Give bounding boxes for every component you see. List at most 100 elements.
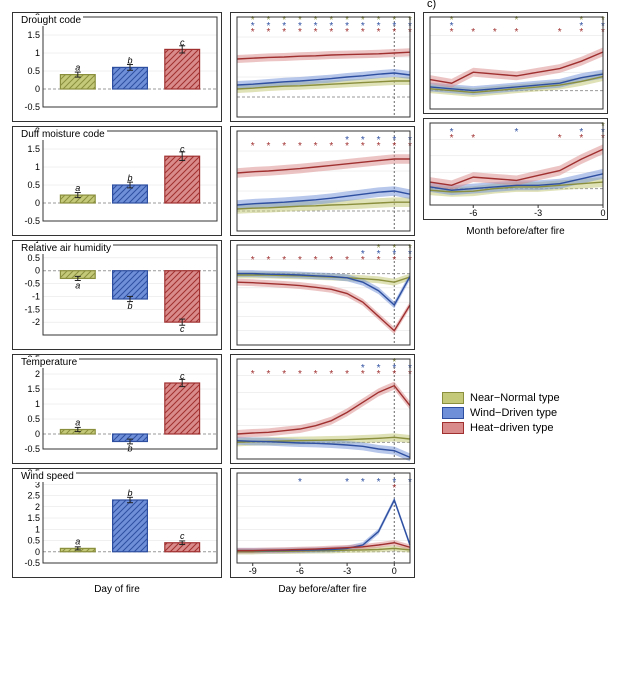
svg-text:-2: -2 [32, 317, 40, 327]
svg-text:*: * [361, 369, 365, 380]
svg-text:a: a [75, 183, 80, 193]
svg-text:*: * [251, 369, 255, 380]
svg-text:0: 0 [35, 84, 40, 94]
svg-text:0: 0 [35, 266, 40, 276]
xaxis-label-a: Day of fire [12, 582, 222, 602]
svg-text:0.5: 0.5 [27, 536, 40, 546]
svg-text:1.5: 1.5 [27, 30, 40, 40]
svg-text:*: * [392, 483, 396, 494]
svg-text:*: * [267, 255, 271, 266]
svg-text:2.5: 2.5 [27, 491, 40, 501]
svg-text:*: * [282, 369, 286, 380]
panel-b-0: ********************************* [230, 12, 415, 122]
svg-text:*: * [515, 127, 519, 138]
svg-text:1.5: 1.5 [27, 144, 40, 154]
col-c-wrap: c) ************** **********-6-30 Month … [423, 12, 608, 236]
svg-text:*: * [282, 141, 286, 152]
svg-text:*: * [282, 255, 286, 266]
panel-b-2: ****************** [230, 240, 415, 350]
figure-grid: Drought code -0.500.511.52abc **********… [12, 12, 631, 602]
svg-text:*: * [558, 27, 562, 38]
svg-text:2: 2 [35, 369, 40, 379]
svg-text:b: b [127, 55, 132, 65]
svg-text:b: b [127, 301, 132, 311]
legend-swatch [442, 422, 464, 434]
svg-text:*: * [392, 141, 396, 152]
svg-text:*: * [579, 133, 583, 144]
svg-text:*: * [267, 141, 271, 152]
svg-text:a: a [75, 536, 80, 546]
svg-text:-0.5: -0.5 [24, 558, 40, 568]
svg-text:b: b [127, 488, 132, 498]
svg-text:*: * [493, 27, 497, 38]
svg-text:0: 0 [600, 208, 605, 218]
legend-swatch [442, 407, 464, 419]
panel-title: Duff moisture code [19, 129, 107, 140]
svg-text:1: 1 [35, 399, 40, 409]
legend: Near−Normal typeWind−Driven typeHeat−dri… [442, 392, 560, 437]
svg-text:*: * [345, 477, 349, 488]
svg-text:*: * [314, 141, 318, 152]
svg-text:*: * [267, 369, 271, 380]
svg-text:0.5: 0.5 [27, 180, 40, 190]
svg-text:*: * [392, 255, 396, 266]
svg-text:*: * [377, 27, 381, 38]
svg-text:-6: -6 [469, 208, 477, 218]
svg-text:-0.5: -0.5 [24, 216, 40, 226]
svg-text:0: 0 [35, 547, 40, 557]
svg-text:*: * [329, 141, 333, 152]
svg-text:1: 1 [35, 48, 40, 58]
svg-text:*: * [377, 141, 381, 152]
svg-text:*: * [377, 477, 381, 488]
svg-text:*: * [345, 369, 349, 380]
svg-text:c: c [180, 531, 185, 541]
svg-text:0.5: 0.5 [27, 414, 40, 424]
svg-text:*: * [450, 133, 454, 144]
svg-text:*: * [361, 27, 365, 38]
svg-text:c: c [180, 37, 185, 47]
legend-item-near_normal: Near−Normal type [442, 392, 560, 404]
svg-text:1.5: 1.5 [27, 513, 40, 523]
svg-text:*: * [298, 27, 302, 38]
panel-c-0: ************** [423, 12, 608, 114]
panel-c-1: **********-6-30 [423, 118, 608, 220]
svg-text:*: * [345, 255, 349, 266]
svg-text:0: 0 [35, 198, 40, 208]
svg-text:*: * [558, 133, 562, 144]
svg-text:*: * [450, 27, 454, 38]
svg-text:-9: -9 [249, 566, 257, 576]
legend-item-wind_driven: Wind−Driven type [442, 407, 560, 419]
panel-title: Wind speed [19, 471, 76, 482]
svg-text:*: * [329, 27, 333, 38]
svg-text:*: * [298, 141, 302, 152]
svg-text:0: 0 [35, 429, 40, 439]
panel-a-0: Drought code -0.500.511.52abc [12, 12, 222, 122]
panel-b-3: **************** [230, 354, 415, 464]
svg-text:0: 0 [392, 566, 397, 576]
svg-text:*: * [392, 369, 396, 380]
svg-text:a: a [75, 280, 80, 290]
svg-text:1: 1 [35, 162, 40, 172]
svg-text:*: * [251, 255, 255, 266]
panel-a-1: Duff moisture code-0.500.511.52abc [12, 126, 222, 236]
panel-title: Drought code [19, 15, 83, 26]
panel-title: Relative air humidity [19, 243, 113, 254]
svg-text:-3: -3 [343, 566, 351, 576]
svg-text:*: * [267, 27, 271, 38]
svg-text:*: * [579, 27, 583, 38]
svg-text:*: * [345, 141, 349, 152]
svg-text:-1.5: -1.5 [24, 304, 40, 314]
panel-a-2: Relative air humidity-2-1.5-1-0.500.51ab… [12, 240, 222, 350]
svg-text:-0.5: -0.5 [24, 279, 40, 289]
svg-text:-6: -6 [296, 566, 304, 576]
svg-text:1: 1 [35, 524, 40, 534]
svg-text:b: b [127, 173, 132, 183]
svg-text:*: * [314, 27, 318, 38]
svg-text:*: * [298, 477, 302, 488]
svg-text:1.5: 1.5 [27, 384, 40, 394]
svg-text:*: * [314, 369, 318, 380]
svg-text:*: * [471, 133, 475, 144]
svg-text:*: * [392, 27, 396, 38]
svg-text:*: * [361, 141, 365, 152]
svg-text:*: * [361, 477, 365, 488]
